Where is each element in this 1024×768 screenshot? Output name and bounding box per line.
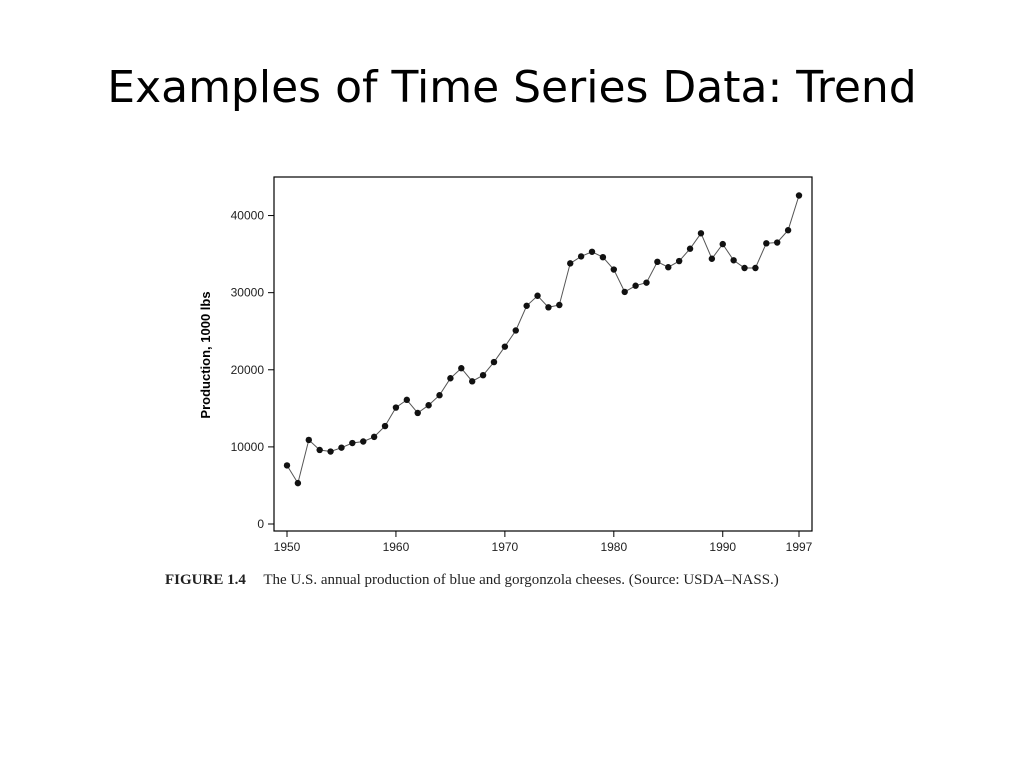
data-point (360, 438, 367, 445)
data-point (436, 392, 443, 399)
data-point (501, 343, 509, 350)
data-point (763, 240, 770, 247)
data-point (599, 253, 607, 261)
data-point (545, 304, 552, 311)
x-tick-label: 1960 (383, 540, 410, 554)
data-point (534, 292, 541, 299)
data-point (774, 239, 781, 246)
data-point (327, 448, 334, 455)
data-point (316, 446, 323, 454)
data-point (556, 301, 563, 309)
data-point (752, 264, 759, 272)
data-point (675, 257, 683, 265)
x-axis: 1950 1960 1970 1980 1990 1997 (274, 531, 813, 554)
data-point (338, 444, 345, 451)
x-tick-label: 1970 (492, 540, 519, 554)
data-point (730, 257, 737, 264)
data-point (283, 462, 291, 469)
data-point (654, 258, 661, 266)
data-point (490, 358, 498, 366)
figure-label: FIGURE 1.4 (165, 572, 246, 588)
data-point (719, 240, 726, 248)
data-point (708, 255, 716, 262)
x-tick-label: 1950 (274, 540, 301, 554)
data-point (577, 253, 585, 260)
y-tick-label: 20000 (231, 363, 265, 377)
data-point (479, 371, 487, 379)
data-point (665, 264, 672, 271)
data-point (588, 248, 596, 255)
data-point (643, 279, 650, 286)
data-point (392, 404, 400, 411)
y-axis: 0 10000 20000 30000 40000 (231, 209, 274, 531)
data-point (370, 433, 378, 441)
data-point (468, 378, 476, 385)
data-point (697, 230, 705, 237)
y-axis-label: Production, 1000 lbs (198, 291, 213, 418)
y-tick-label: 40000 (231, 209, 265, 223)
x-tick-label: 1980 (600, 540, 627, 554)
x-tick-label: 1997 (786, 540, 813, 554)
y-tick-label: 0 (257, 517, 264, 531)
data-point (610, 266, 618, 273)
y-tick-label: 10000 (231, 440, 265, 454)
data-point (621, 288, 628, 296)
data-point (523, 302, 530, 309)
data-point (349, 439, 356, 447)
data-point (381, 422, 389, 430)
plot-frame (273, 176, 813, 532)
slide-title: Examples of Time Series Data: Trend (107, 62, 917, 113)
data-point (632, 282, 639, 289)
data-point (294, 479, 302, 487)
data-point (795, 192, 803, 199)
data-point (403, 396, 411, 404)
figure-caption-text: The U.S. annual production of blue and g… (263, 572, 779, 588)
data-point (447, 375, 454, 382)
y-tick-label: 30000 (231, 286, 265, 300)
figure-caption: FIGURE 1.4 The U.S. annual production of… (165, 572, 779, 589)
data-point (686, 245, 694, 252)
data-point (741, 264, 748, 272)
series-layer (283, 192, 803, 487)
data-point (305, 436, 312, 444)
data-point (458, 365, 465, 372)
data-point (414, 409, 421, 417)
data-point (784, 227, 792, 234)
data-point (567, 260, 574, 267)
x-tick-label: 1990 (709, 540, 736, 554)
data-point (512, 327, 519, 334)
data-point (425, 402, 432, 409)
